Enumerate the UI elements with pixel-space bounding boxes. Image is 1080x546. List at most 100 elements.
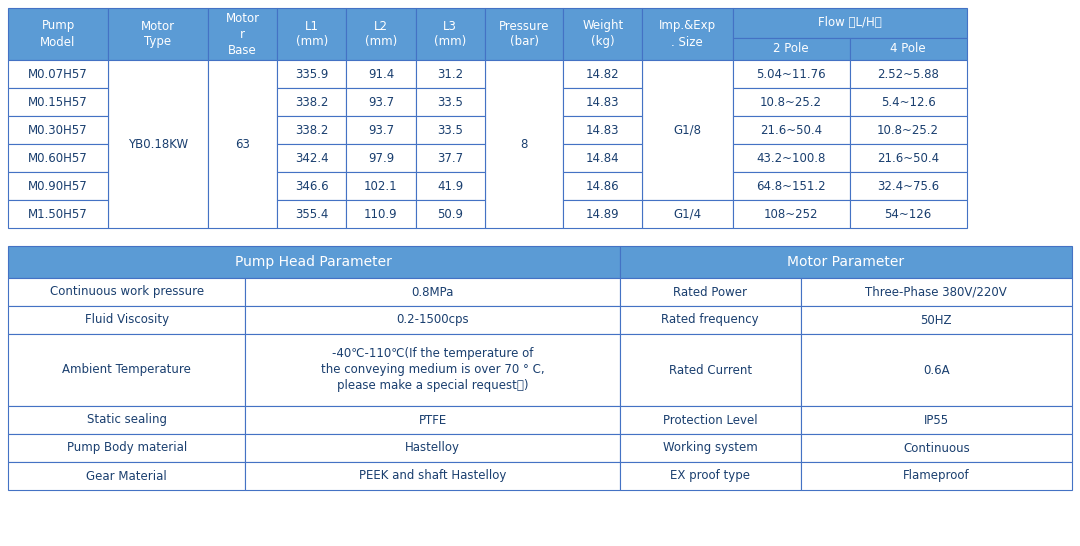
Text: Hastelloy: Hastelloy [405, 442, 460, 454]
Text: 5.04~11.76: 5.04~11.76 [756, 68, 826, 80]
Bar [8, 434, 245, 462]
Bar [278, 8, 347, 60]
Bar [732, 144, 850, 172]
Bar [416, 8, 485, 60]
Bar [850, 60, 967, 88]
Bar [108, 8, 208, 60]
Bar [564, 200, 643, 228]
Text: 10.8~25.2: 10.8~25.2 [760, 96, 822, 109]
Bar [245, 278, 620, 306]
Bar [245, 306, 620, 334]
Bar [850, 38, 967, 60]
Bar [732, 88, 850, 116]
Text: PTFE: PTFE [418, 413, 447, 426]
Text: 63: 63 [235, 138, 251, 151]
Text: L1
(mm): L1 (mm) [296, 20, 328, 49]
Bar [564, 88, 643, 116]
Bar [245, 462, 620, 490]
Bar [732, 60, 850, 88]
Text: M0.90H57: M0.90H57 [28, 180, 87, 193]
Text: 0.6A: 0.6A [923, 364, 949, 377]
Bar [8, 116, 108, 144]
Text: 10.8~25.2: 10.8~25.2 [877, 123, 940, 136]
Text: 14.83: 14.83 [586, 123, 620, 136]
Bar [8, 462, 245, 490]
Bar [620, 462, 800, 490]
Bar [850, 200, 967, 228]
Bar [732, 172, 850, 200]
Bar [8, 246, 620, 278]
Bar [620, 406, 800, 434]
Text: Rated Current: Rated Current [669, 364, 752, 377]
Text: 31.2: 31.2 [437, 68, 463, 80]
Text: 355.4: 355.4 [295, 207, 328, 221]
Text: Pump Body material: Pump Body material [67, 442, 187, 454]
Bar [347, 8, 416, 60]
Bar [564, 60, 643, 88]
Bar [800, 278, 1072, 306]
Text: 32.4~75.6: 32.4~75.6 [877, 180, 940, 193]
Bar [8, 60, 108, 88]
Text: 8: 8 [521, 138, 528, 151]
Text: YB0.18KW: YB0.18KW [127, 138, 188, 151]
Text: Motor Parameter: Motor Parameter [787, 255, 904, 269]
Bar [8, 144, 108, 172]
Text: 91.4: 91.4 [368, 68, 394, 80]
Bar [416, 200, 485, 228]
Text: Working system: Working system [663, 442, 757, 454]
Bar [416, 88, 485, 116]
Text: 14.82: 14.82 [586, 68, 620, 80]
Text: 21.6~50.4: 21.6~50.4 [877, 151, 940, 164]
Text: Weight
(kg): Weight (kg) [582, 20, 623, 49]
Text: Rated frequency: Rated frequency [661, 313, 759, 327]
Text: Motor
r
Base: Motor r Base [226, 11, 259, 56]
Bar [245, 406, 620, 434]
Text: 14.89: 14.89 [586, 207, 620, 221]
Bar [347, 60, 416, 88]
Bar [347, 88, 416, 116]
Text: Static sealing: Static sealing [86, 413, 166, 426]
Text: 338.2: 338.2 [295, 96, 328, 109]
Text: 5.4~12.6: 5.4~12.6 [881, 96, 935, 109]
Text: 64.8~151.2: 64.8~151.2 [756, 180, 826, 193]
Bar [8, 200, 108, 228]
Text: 33.5: 33.5 [437, 96, 463, 109]
Bar [8, 172, 108, 200]
Bar [564, 144, 643, 172]
Text: 338.2: 338.2 [295, 123, 328, 136]
Bar [850, 116, 967, 144]
Bar [732, 38, 850, 60]
Bar [416, 144, 485, 172]
Text: 4 Pole: 4 Pole [890, 43, 926, 56]
Text: G1/4: G1/4 [673, 207, 701, 221]
Text: 102.1: 102.1 [364, 180, 397, 193]
Bar [620, 278, 800, 306]
Text: Flameproof: Flameproof [903, 470, 970, 483]
Text: Three-Phase 380V/220V: Three-Phase 380V/220V [865, 286, 1008, 299]
Bar [850, 88, 967, 116]
Text: 50HZ: 50HZ [920, 313, 953, 327]
Text: 108~252: 108~252 [764, 207, 819, 221]
Bar [564, 116, 643, 144]
Bar [564, 8, 643, 60]
Text: Pressure
(bar): Pressure (bar) [499, 20, 550, 49]
Bar [208, 60, 278, 228]
Bar [278, 88, 347, 116]
Bar [643, 60, 732, 200]
Bar [347, 200, 416, 228]
Bar [278, 116, 347, 144]
Bar [800, 462, 1072, 490]
Bar [8, 278, 245, 306]
Bar [8, 334, 245, 406]
Text: 0.8MPa: 0.8MPa [411, 286, 454, 299]
Text: 93.7: 93.7 [368, 96, 394, 109]
Bar [643, 8, 732, 60]
Bar [8, 406, 245, 434]
Text: Fluid Viscosity: Fluid Viscosity [84, 313, 168, 327]
Bar [347, 116, 416, 144]
Text: M0.07H57: M0.07H57 [28, 68, 87, 80]
Bar [800, 306, 1072, 334]
Bar [485, 60, 564, 228]
Text: Rated Power: Rated Power [673, 286, 747, 299]
Text: 33.5: 33.5 [437, 123, 463, 136]
